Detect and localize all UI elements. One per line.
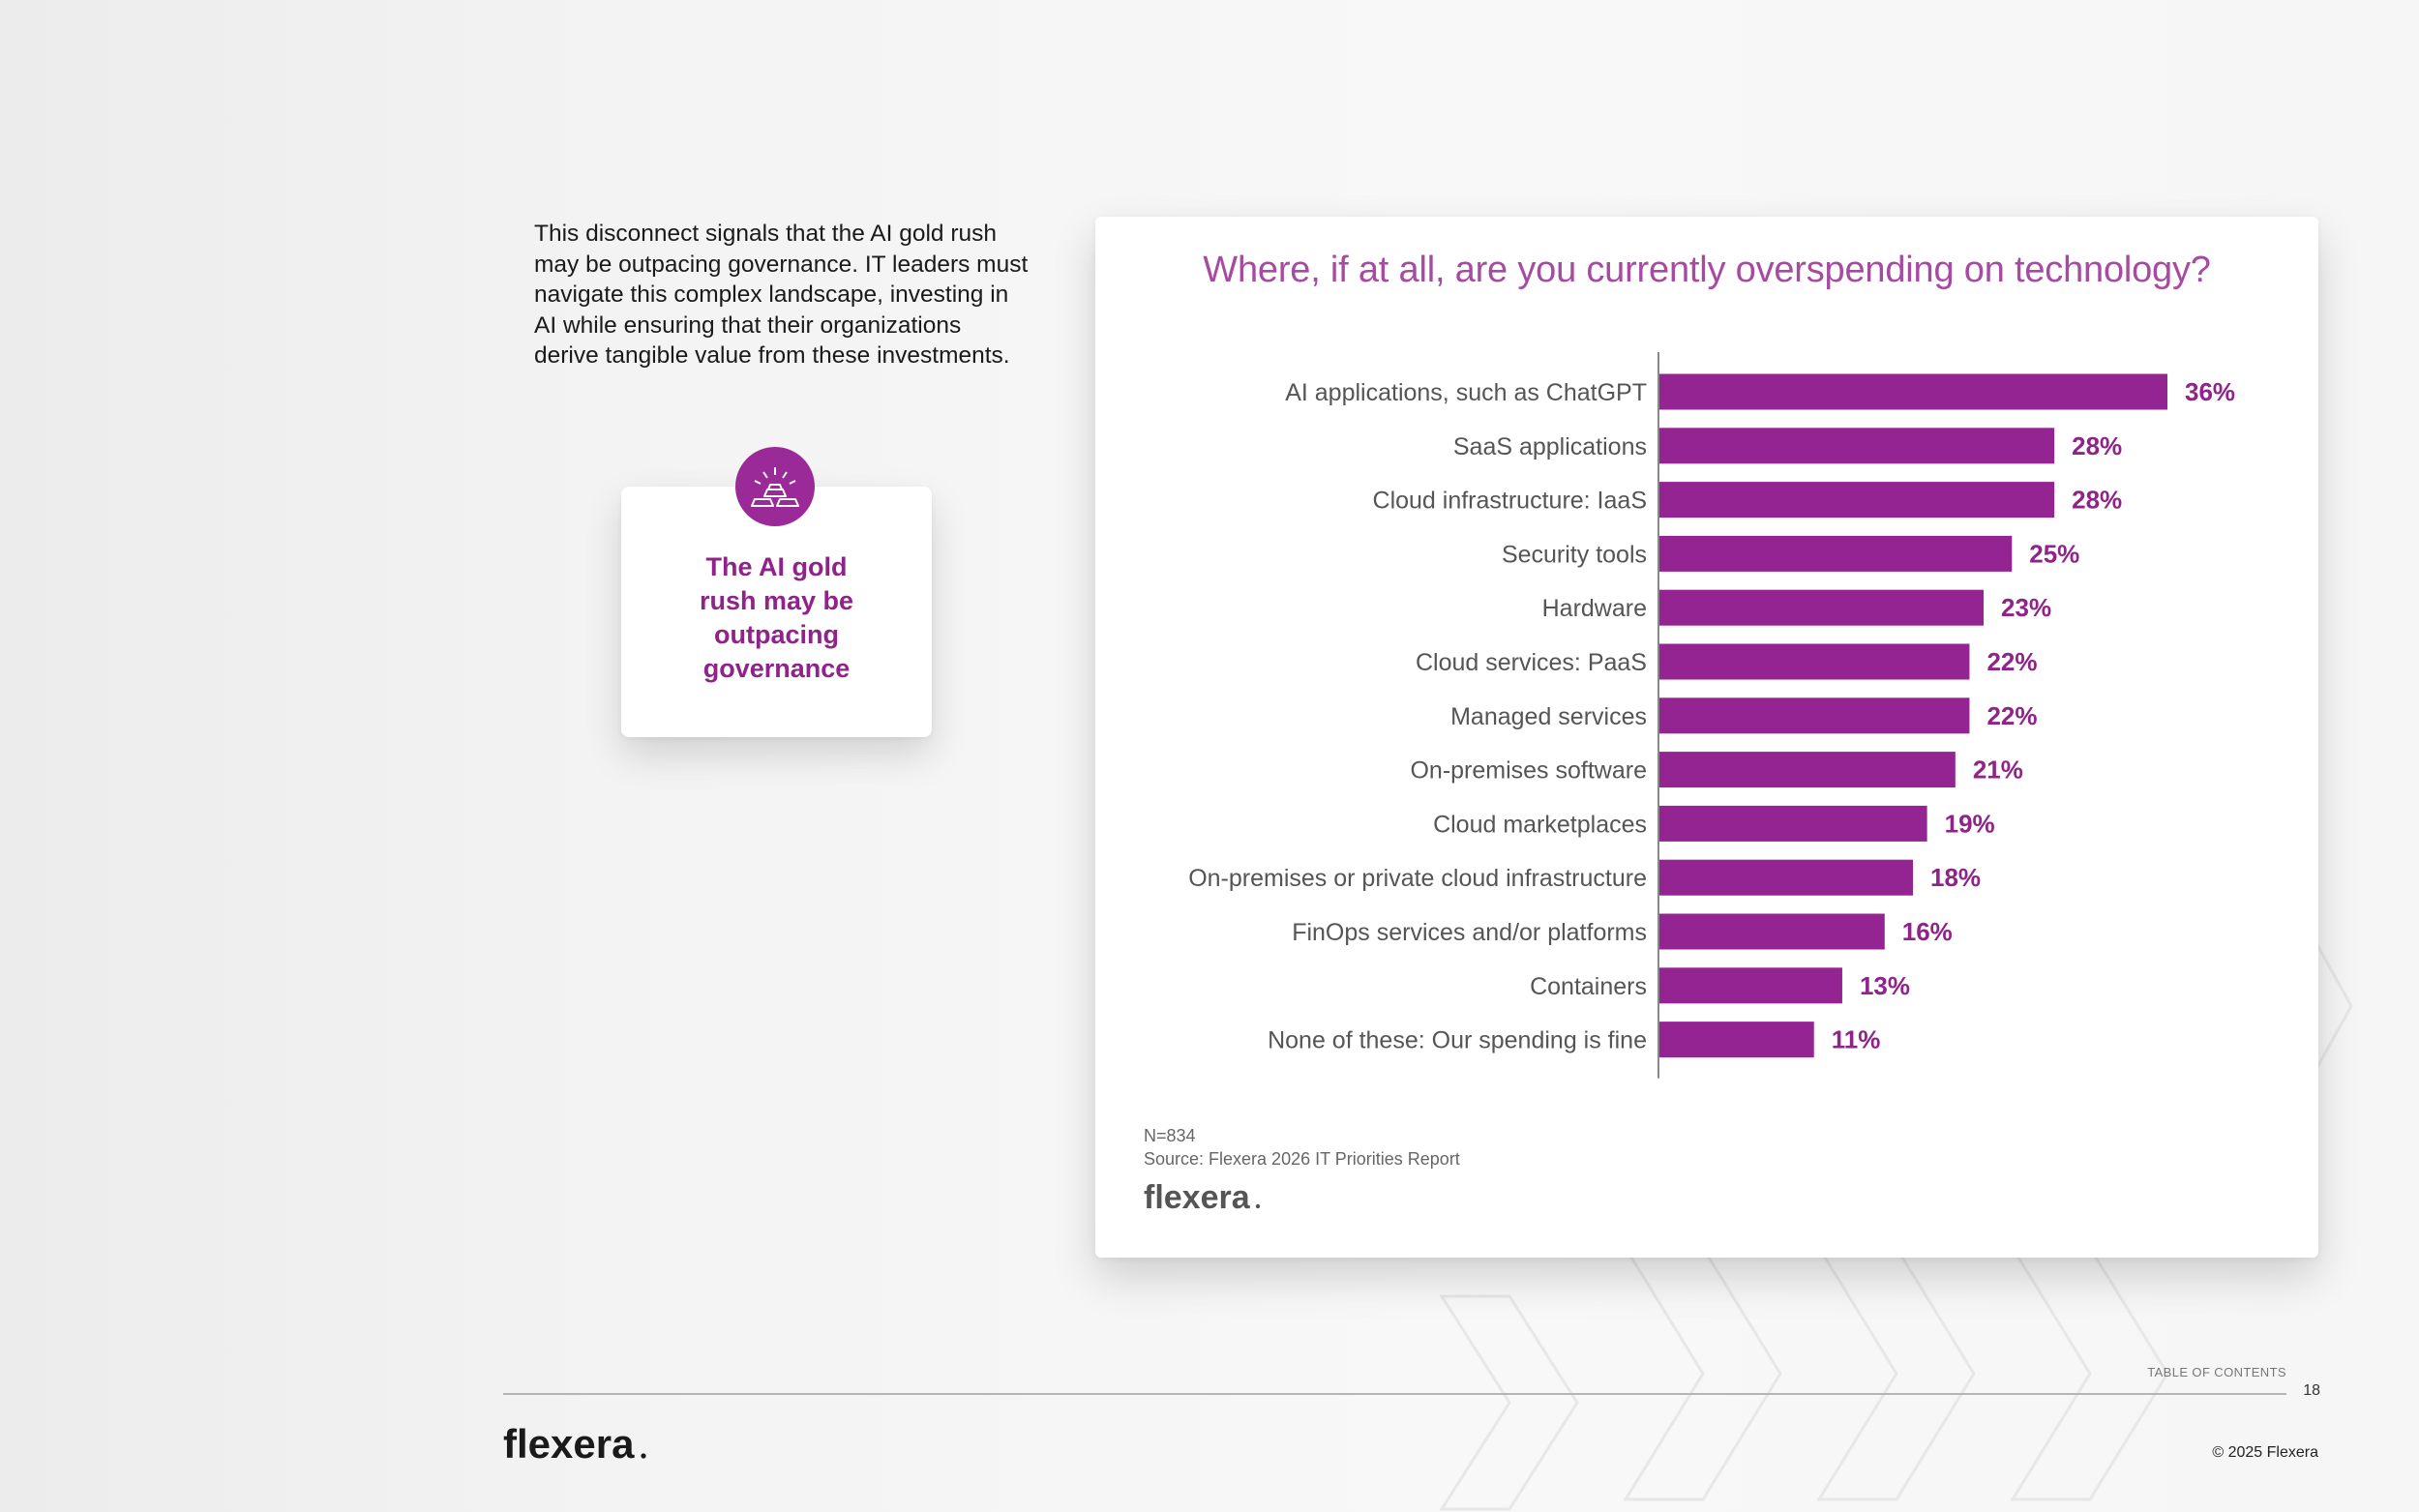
- value-label: 22%: [1986, 701, 2037, 730]
- callout-line: rush may be: [699, 586, 854, 615]
- category-label: Cloud infrastructure: IaaS: [1373, 488, 1647, 515]
- chart-title: Where, if at all, are you currently over…: [1203, 250, 2211, 290]
- bar: [1658, 482, 2055, 519]
- intro-line: navigate this complex landscape, investi…: [534, 282, 1009, 308]
- bar: [1658, 859, 1913, 896]
- callout-line: governance: [702, 654, 851, 683]
- category-label: Managed services: [1450, 703, 1647, 730]
- value-label: 22%: [1986, 647, 2037, 676]
- bar: [1658, 589, 1985, 626]
- bar: [1658, 913, 1885, 950]
- bar: [1658, 967, 1842, 1004]
- intro-line: AI while ensuring that their organizatio…: [534, 311, 962, 339]
- source-note: Source: Flexera 2026 IT Priorities Repor…: [1144, 1149, 1460, 1169]
- value-label: 28%: [2072, 486, 2122, 515]
- copyright: © 2025 Flexera: [2212, 1444, 2318, 1461]
- bar: [1658, 805, 1927, 842]
- intro-paragraph: This disconnect signals that the AI gold…: [534, 219, 1047, 371]
- chart-card: Where, if at all, are you currently over…: [1095, 217, 2318, 1258]
- bar: [1658, 643, 1970, 680]
- footer-flexera-logo: flexera: [503, 1422, 646, 1467]
- value-label: 28%: [2072, 431, 2122, 460]
- callout-line: The AI gold: [705, 552, 848, 581]
- table-of-contents-link[interactable]: TABLE OF CONTENTS: [2147, 1365, 2286, 1379]
- bar: [1658, 1022, 1814, 1058]
- category-label: Cloud services: PaaS: [1416, 649, 1647, 676]
- value-label: 23%: [2001, 593, 2051, 622]
- gold-bars-icon: [751, 467, 799, 507]
- value-label: 21%: [1973, 756, 2023, 785]
- category-label: On-premises software: [1410, 757, 1647, 785]
- value-label: 16%: [1902, 917, 1953, 946]
- callout-badge: [735, 447, 815, 526]
- bar: [1658, 535, 2013, 572]
- footer-logo-text: flexera: [503, 1422, 635, 1467]
- bar: [1658, 697, 1970, 734]
- bar: [1658, 752, 1956, 788]
- category-label: On-premises or private cloud infrastruct…: [1188, 865, 1647, 892]
- flexera-logo: flexera: [1144, 1179, 1261, 1216]
- category-label: Cloud marketplaces: [1433, 811, 1647, 838]
- value-label: 13%: [1860, 971, 1910, 1000]
- category-label: SaaS applications: [1453, 433, 1647, 460]
- value-label: 11%: [1832, 1025, 1881, 1054]
- footer-divider: [503, 1393, 2286, 1395]
- intro-line: may be outpacing governance. IT leaders …: [534, 251, 1029, 278]
- callout-line: outpacing: [714, 620, 839, 649]
- category-label: FinOps services and/or platforms: [1292, 919, 1647, 946]
- bar-chart: AI applications, such as ChatGPT 36% SaaS …: [1188, 352, 2235, 1079]
- category-label: Hardware: [1542, 595, 1647, 622]
- flexera-logo-text: flexera: [1144, 1179, 1251, 1216]
- callout-text: The AI gold rush may be outpacing govern…: [621, 550, 932, 686]
- category-label: Security tools: [1502, 541, 1647, 568]
- category-label: Containers: [1530, 973, 1647, 1000]
- value-label: 25%: [2029, 539, 2079, 568]
- callout-card: The AI gold rush may be outpacing govern…: [621, 487, 932, 737]
- intro-line: This disconnect signals that the AI gold…: [534, 221, 998, 247]
- page-number: 18: [2303, 1382, 2320, 1399]
- bar: [1658, 428, 2055, 464]
- intro-line: derive tangible value from these investm…: [534, 342, 1010, 369]
- value-label: 19%: [1945, 809, 1995, 838]
- category-label: None of these: Our spending is fine: [1268, 1027, 1647, 1054]
- bar: [1658, 373, 2167, 410]
- category-label: AI applications, such as ChatGPT: [1285, 379, 1647, 406]
- sample-size-note: N=834: [1144, 1126, 1196, 1145]
- value-label: 36%: [2185, 377, 2235, 406]
- value-label: 18%: [1930, 863, 1981, 892]
